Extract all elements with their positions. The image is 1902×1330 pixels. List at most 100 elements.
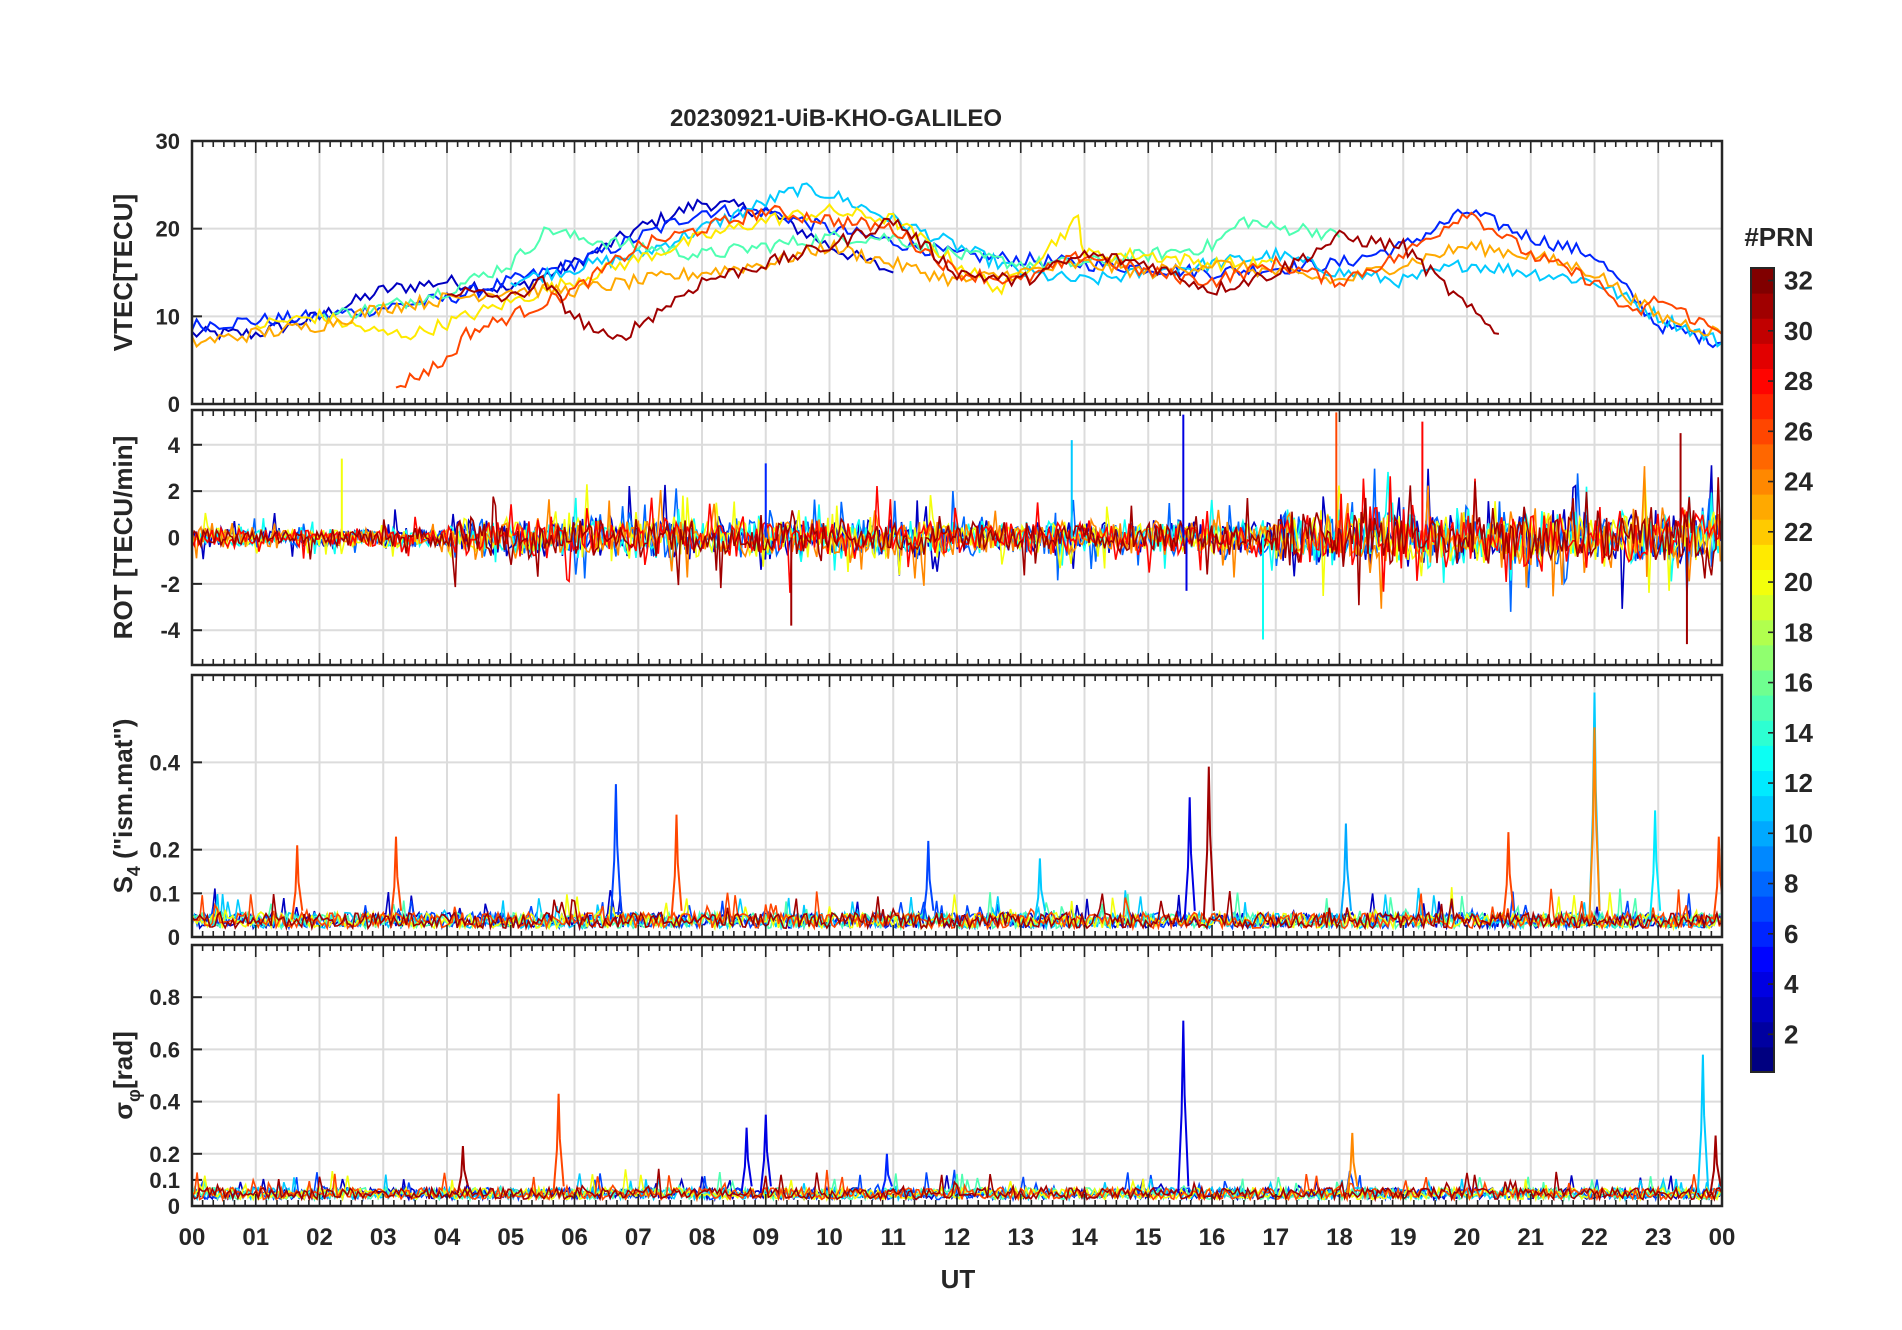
x-tick-label: 00 — [179, 1224, 206, 1251]
colorbar-segment — [1751, 670, 1774, 696]
colorbar-segment — [1751, 745, 1774, 771]
y-tick-label: 0.6 — [149, 1037, 180, 1062]
y-tick-label: 20 — [156, 217, 180, 242]
vtec-series-prn-31 — [446, 217, 1500, 342]
sigma_phi-spike — [880, 1153, 893, 1194]
y-axis-label-s4: S4 ("ism.mat") — [108, 719, 144, 894]
sigma_phi-spike — [552, 1093, 565, 1194]
sigma_phi-spike — [759, 1114, 772, 1194]
s4-spike — [389, 836, 403, 920]
colorbar-segment — [1751, 720, 1774, 746]
x-tick-label: 19 — [1390, 1224, 1417, 1251]
x-tick-label: 10 — [816, 1224, 843, 1251]
s4-spike — [1202, 766, 1215, 920]
colorbar-segment — [1751, 443, 1774, 470]
y-tick-label: 30 — [156, 129, 180, 154]
y-tick-label: 4 — [168, 433, 181, 458]
colorbar-segment — [1751, 619, 1774, 646]
y-tick-label: 0.1 — [149, 881, 180, 906]
y-tick-label: 0.4 — [149, 750, 180, 775]
y-axis-label-sigma_phi: σφ[rad] — [108, 1031, 144, 1119]
x-tick-label: 17 — [1262, 1224, 1289, 1251]
x-tick-label: 02 — [306, 1224, 333, 1251]
x-tick-label: 04 — [434, 1224, 461, 1251]
colorbar-frame — [1750, 267, 1775, 1073]
series-group — [192, 182, 1722, 389]
colorbar-tick-label: 4 — [1784, 969, 1799, 999]
colorbar-segment — [1751, 494, 1774, 520]
x-tick-label: 14 — [1071, 1224, 1098, 1251]
rot-series-prn-24 — [192, 466, 1722, 609]
colorbar-segment — [1751, 594, 1774, 621]
panel-sigma_phi: 00.10.2 0.4 0.6 0.8σφ[rad] — [108, 943, 1724, 1219]
s4-spike — [1033, 858, 1046, 920]
colorbar-segment — [1751, 519, 1774, 545]
colorbar-segment — [1751, 971, 1774, 998]
y-tick-label: 0 — [168, 392, 180, 417]
colorbar-segment — [1751, 368, 1774, 395]
x-tick-label: 01 — [242, 1224, 269, 1251]
colorbar-segment — [1751, 418, 1774, 445]
colorbar-segment — [1751, 921, 1774, 947]
y-tick-label: -4 — [160, 618, 180, 643]
y-tick-label: 10 — [156, 304, 180, 329]
x-tick-label: 23 — [1645, 1224, 1672, 1251]
colorbar-title: #PRN — [1744, 222, 1813, 252]
x-tick-label: 22 — [1581, 1224, 1608, 1251]
colorbar-tick-label: 30 — [1784, 316, 1813, 346]
s4-spike — [922, 840, 935, 920]
series-group — [192, 412, 1722, 645]
colorbar-tick-label: 12 — [1784, 768, 1813, 798]
colorbar-tick-label: 20 — [1784, 567, 1813, 597]
y-tick-label: -2 — [160, 572, 180, 597]
colorbar-segment — [1751, 293, 1774, 319]
s4-spike — [609, 784, 622, 920]
s4-spike — [1588, 727, 1601, 920]
x-tick-label: 11 — [881, 1224, 906, 1251]
panel-s4: 0 0.1 0.2 0.4S4 ("ism.mat") — [108, 673, 1724, 950]
y-tick-label: 0.1 — [149, 1168, 180, 1193]
colorbar-segment — [1751, 544, 1774, 570]
colorbar-tick-label: 6 — [1784, 919, 1798, 949]
x-tick-label: 08 — [689, 1224, 716, 1251]
colorbar-segment — [1751, 795, 1774, 822]
x-tick-label: 20 — [1454, 1224, 1481, 1251]
sigma_phi-spike — [740, 1127, 753, 1194]
colorbar-segment — [1751, 1021, 1774, 1048]
y-tick-label: 0.2 — [149, 1142, 180, 1167]
colorbar-segment — [1751, 268, 1774, 294]
colorbar-tick-label: 2 — [1784, 1019, 1798, 1049]
colorbar-tick-label: 8 — [1784, 869, 1798, 899]
colorbar-segment — [1751, 644, 1774, 671]
colorbar-segment — [1751, 896, 1774, 922]
colorbar-segment — [1751, 845, 1774, 872]
x-tick-label: 21 — [1517, 1224, 1544, 1251]
s4-spike — [670, 814, 683, 920]
s4-spike — [1502, 832, 1515, 920]
x-tick-label: 00 — [1709, 1224, 1736, 1251]
s4-spike — [1339, 823, 1352, 920]
rot-series-prn-31 — [192, 477, 1722, 606]
s4-series-prn-31 — [192, 891, 1722, 932]
x-axis-label: UT — [941, 1264, 976, 1294]
colorbar-tick-label: 28 — [1784, 366, 1813, 396]
x-tick-label: 03 — [370, 1224, 397, 1251]
sigma_phi-spike — [456, 1145, 469, 1194]
colorbar-segment — [1751, 770, 1774, 797]
colorbar-segment — [1751, 946, 1774, 972]
colorbar-segment — [1751, 569, 1774, 596]
colorbar-tick-label: 26 — [1784, 416, 1813, 446]
colorbar-segment — [1751, 343, 1774, 369]
y-tick-label: 0 — [168, 925, 180, 950]
colorbar-tick-label: 16 — [1784, 668, 1813, 698]
colorbar-tick-label: 24 — [1784, 467, 1813, 497]
y-tick-label: 0 — [168, 526, 180, 551]
sigma_phi-spike — [1346, 1132, 1359, 1194]
y-tick-label: 0 — [168, 1194, 180, 1219]
x-tick-label: 16 — [1199, 1224, 1226, 1251]
sigma_phi-spike — [1177, 1020, 1190, 1194]
x-tick-label: 09 — [752, 1224, 779, 1251]
colorbar-tick-label: 14 — [1784, 718, 1813, 748]
